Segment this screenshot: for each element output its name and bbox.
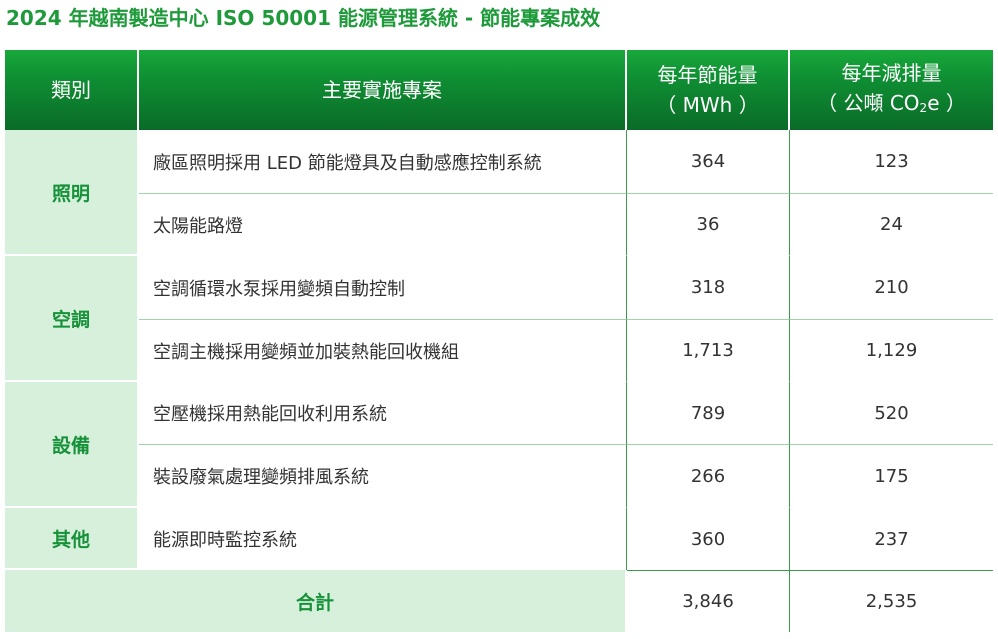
table-cell-energy: 318 — [627, 256, 790, 320]
total-emission: 2,535 — [790, 570, 993, 632]
category-lighting: 照明 — [5, 130, 139, 256]
total-energy: 3,846 — [627, 570, 790, 632]
table-cell-emission: 1,129 — [790, 320, 993, 382]
table-cell-project: 太陽能路燈 — [139, 194, 627, 256]
header-emission-post: e ） — [927, 90, 966, 115]
table-cell-emission: 520 — [790, 382, 993, 445]
table-cell-energy: 36 — [627, 194, 790, 256]
category-other: 其他 — [5, 508, 139, 570]
table-cell-emission: 210 — [790, 256, 993, 320]
header-emission-reduction: 每年減排量 （ 公噸 CO2e ） — [790, 50, 993, 130]
header-energy-line1: 每年節能量 — [657, 63, 758, 87]
header-emission-pre: （ 公噸 CO — [817, 90, 920, 115]
table-cell-emission: 24 — [790, 194, 993, 256]
header-category: 類別 — [5, 50, 139, 130]
table-cell-emission: 123 — [790, 130, 993, 194]
header-energy-saving: 每年節能量 （ MWh ） — [627, 50, 790, 130]
category-hvac: 空調 — [5, 256, 139, 382]
header-emission-line1: 每年減排量 — [841, 60, 942, 85]
header-project: 主要實施專案 — [139, 50, 627, 130]
table-cell-energy: 364 — [627, 130, 790, 194]
header-emission-line2: （ 公噸 CO2e ） — [817, 88, 966, 123]
total-label: 合計 — [5, 570, 627, 632]
table-cell-project: 廠區照明採用 LED 節能燈具及自動感應控制系統 — [139, 130, 627, 194]
page-title: 2024 年越南製造中心 ISO 50001 能源管理系統 - 節能專案成效 — [6, 6, 601, 30]
table-cell-project: 能源即時監控系統 — [139, 508, 627, 570]
table-cell-project: 空調主機採用變頻並加裝熱能回收機組 — [139, 320, 627, 382]
table-cell-project: 空壓機採用熱能回收利用系統 — [139, 382, 627, 445]
table-cell-project: 空調循環水泵採用變頻自動控制 — [139, 256, 627, 320]
table-cell-energy: 789 — [627, 382, 790, 445]
energy-savings-table: 類別 主要實施專案 每年節能量 （ MWh ） 每年減排量 （ 公噸 CO2e … — [5, 50, 993, 632]
table-cell-project: 裝設廢氣處理變頻排風系統 — [139, 445, 627, 508]
category-equipment: 設備 — [5, 382, 139, 508]
header-emission-sub: 2 — [919, 100, 928, 115]
table-cell-emission: 237 — [790, 508, 993, 570]
table-cell-energy: 1,713 — [627, 320, 790, 382]
table-cell-emission: 175 — [790, 445, 993, 508]
table-cell-energy: 266 — [627, 445, 790, 508]
table-cell-energy: 360 — [627, 508, 790, 570]
header-energy-line2: （ MWh ） — [656, 93, 759, 117]
